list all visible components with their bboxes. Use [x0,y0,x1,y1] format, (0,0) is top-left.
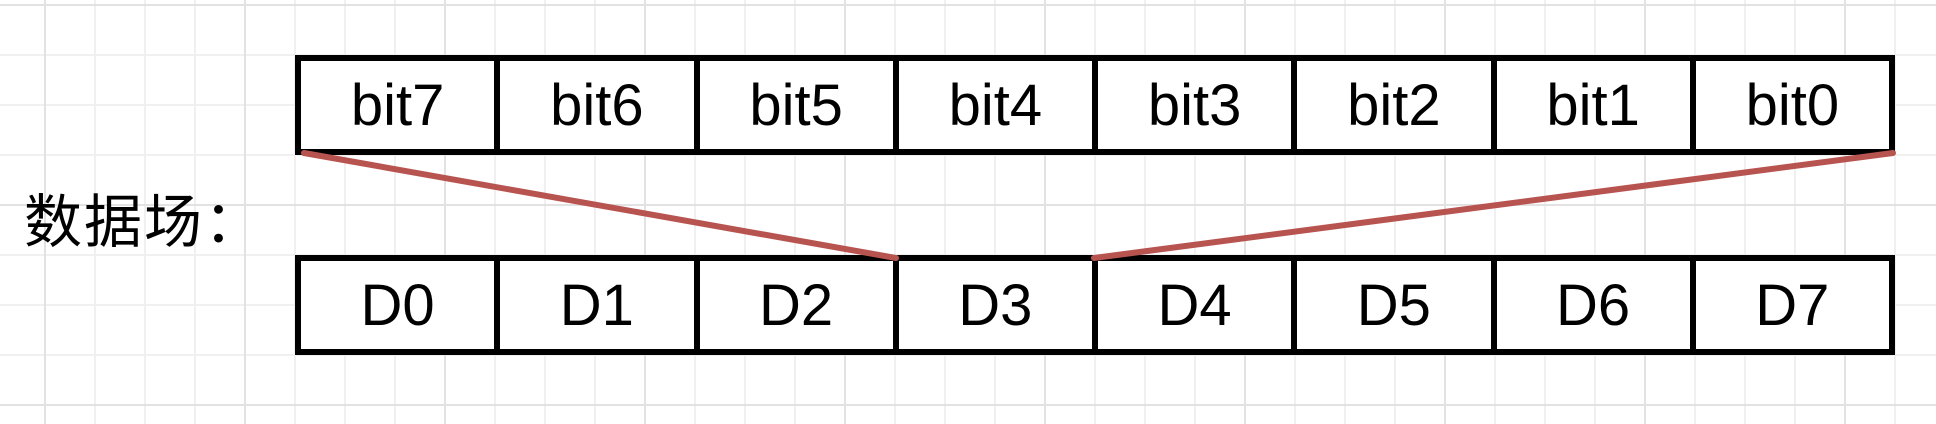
bit-cell-7: bit7 [301,61,501,149]
byte-cell-d5: D5 [1297,261,1497,349]
byte-cell-d0: D0 [301,261,501,349]
bit-cell-1: bit1 [1497,61,1696,149]
byte-cell-d3: D3 [899,261,1098,349]
byte-cell-d6: D6 [1497,261,1696,349]
byte-cell-d4: D4 [1098,261,1298,349]
connector-line-left [301,150,899,261]
bit-cell-4: bit4 [899,61,1098,149]
connector-line-right [1091,150,1896,261]
bit-cell-2: bit2 [1297,61,1497,149]
byte-cell-d1: D1 [500,261,700,349]
data-field-label: 数据场： [24,190,265,255]
bit-cell-6: bit6 [500,61,700,149]
byte-cell-d2: D2 [700,261,899,349]
bit-cell-0: bit0 [1745,72,1840,138]
bit-row: bit7 bit6 bit5 bit4 bit3 bit2 bit1 bit0 [295,55,1895,155]
byte-row: D0 D1 D2 D3 D4 D5 D6 D7 [295,255,1895,355]
byte-cell-d7: D7 [1755,272,1830,338]
bit-cell-3: bit3 [1098,61,1298,149]
bit-cell-5: bit5 [700,61,899,149]
